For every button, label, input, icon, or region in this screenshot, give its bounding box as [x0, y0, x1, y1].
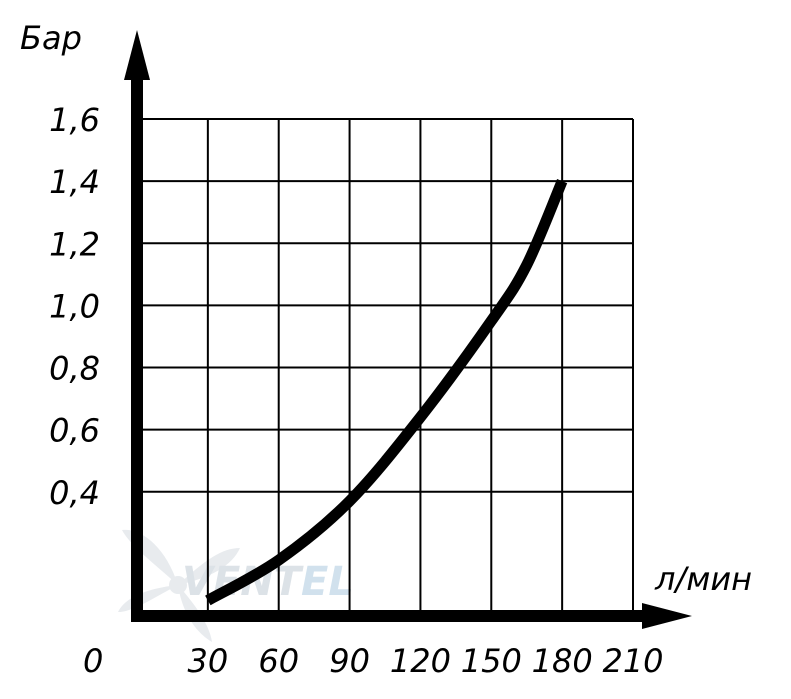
y-tick-label: 0,4	[49, 474, 100, 512]
y-tick-label: 1,6	[49, 101, 100, 139]
x-tick-label: 210	[602, 642, 663, 680]
x-tick-label: 120	[390, 642, 451, 680]
y-axis-title: Бар	[20, 19, 82, 57]
x-tick-label: 150	[461, 642, 522, 680]
x-tick-label: 60	[258, 642, 299, 680]
y-tick-label: 1,2	[49, 225, 100, 263]
series-line	[205, 178, 568, 606]
x-tick-label: 90	[329, 642, 370, 680]
origin-label: 0	[83, 642, 103, 680]
y-tick-label: 1,4	[49, 163, 100, 201]
watermark-text-accent: EL	[301, 559, 354, 605]
watermark-text: VENTEL	[182, 559, 354, 605]
x-tick-label: 180	[532, 642, 593, 680]
y-tick-label: 1,0	[49, 287, 100, 325]
x-tick-label: 30	[187, 642, 228, 680]
y-tick-label: 0,8	[49, 350, 100, 388]
y-axis-arrow-icon	[124, 30, 150, 80]
chart-axes	[124, 30, 692, 629]
x-axis-arrow-icon	[642, 603, 692, 629]
y-tick-label: 0,6	[49, 412, 100, 450]
chart-grid	[137, 118, 634, 616]
x-axis-title: л/мин	[654, 560, 752, 598]
tick-labels: 30 60 90 120 150 180 210 0,4 0,6 0,8 1,0 1,2 1,4 1,6	[49, 101, 663, 680]
